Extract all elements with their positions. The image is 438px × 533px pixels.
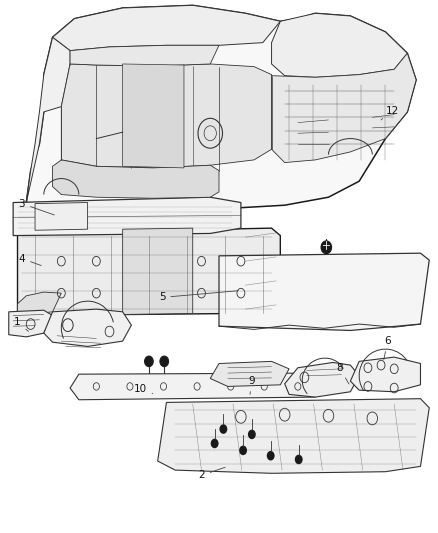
- Polygon shape: [219, 253, 429, 330]
- Circle shape: [239, 446, 247, 455]
- Polygon shape: [61, 64, 272, 168]
- Text: 4: 4: [18, 254, 41, 265]
- Polygon shape: [210, 361, 289, 386]
- Text: 1: 1: [14, 318, 28, 332]
- Polygon shape: [285, 362, 359, 397]
- Text: 10: 10: [134, 384, 153, 394]
- Polygon shape: [26, 37, 70, 203]
- Circle shape: [219, 424, 227, 434]
- Polygon shape: [44, 309, 131, 346]
- Polygon shape: [13, 197, 241, 236]
- Circle shape: [211, 439, 219, 448]
- Polygon shape: [70, 45, 219, 66]
- Polygon shape: [53, 5, 280, 51]
- Polygon shape: [26, 5, 416, 209]
- Text: 3: 3: [18, 199, 54, 215]
- Text: 9: 9: [248, 376, 255, 394]
- Circle shape: [321, 241, 332, 254]
- Circle shape: [145, 356, 153, 367]
- Polygon shape: [70, 373, 324, 400]
- Circle shape: [160, 356, 169, 367]
- Circle shape: [295, 455, 303, 464]
- Polygon shape: [123, 228, 193, 314]
- Polygon shape: [158, 399, 429, 473]
- Polygon shape: [123, 64, 184, 168]
- Text: 5: 5: [159, 290, 238, 302]
- Text: 8: 8: [336, 363, 349, 384]
- Polygon shape: [272, 13, 407, 77]
- Polygon shape: [350, 357, 420, 392]
- Polygon shape: [18, 228, 280, 316]
- Polygon shape: [9, 310, 53, 337]
- Circle shape: [248, 430, 256, 439]
- Text: 2: 2: [198, 467, 225, 480]
- Polygon shape: [272, 53, 416, 163]
- Text: 12: 12: [381, 106, 399, 120]
- Polygon shape: [18, 292, 61, 316]
- Circle shape: [267, 451, 275, 461]
- Polygon shape: [53, 160, 219, 198]
- Polygon shape: [35, 203, 88, 230]
- Text: 6: 6: [384, 336, 391, 360]
